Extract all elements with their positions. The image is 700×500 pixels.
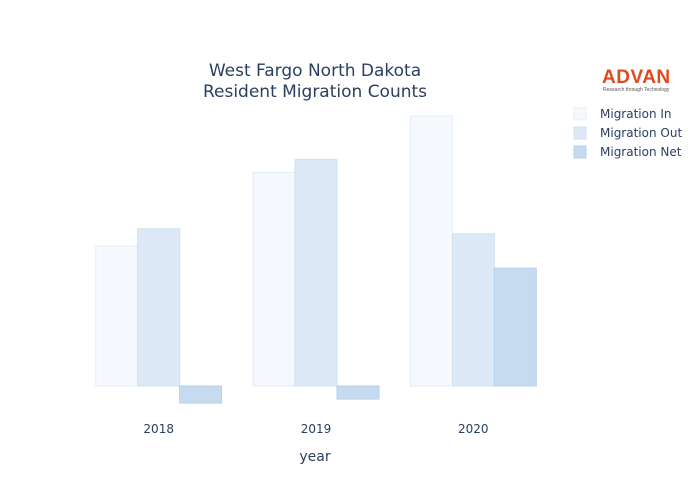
legend-label-migration-net[interactable]: Migration Net (600, 145, 682, 159)
bar-migration-in-2020[interactable] (409, 115, 453, 387)
chart-title: West Fargo North Dakota Resident Migrati… (203, 61, 427, 102)
chart-title-line-2: Resident Migration Counts (203, 82, 427, 102)
bar-migration-in-2019[interactable] (252, 171, 296, 387)
legend-swatch-migration-in[interactable] (573, 107, 587, 121)
logo-wordmark: ADVAN (602, 67, 671, 88)
advan-logo: ADVAN Research through Technology (602, 67, 671, 93)
x-tick-label: 2018 (143, 422, 174, 436)
legend-swatch-migration-out[interactable] (573, 126, 587, 140)
legend-label-migration-out[interactable]: Migration Out (600, 126, 682, 140)
x-tick-label: 2019 (301, 422, 332, 436)
x-tick-label: 2020 (458, 422, 489, 436)
legend[interactable]: Migration In Migration Out Migration Net (573, 107, 682, 159)
x-axis-ticks: 2018 2019 2020 (143, 422, 488, 436)
bar-migration-out-2020[interactable] (451, 233, 495, 387)
logo-tagline: Research through Technology (603, 87, 670, 93)
legend-swatch-migration-net[interactable] (573, 145, 587, 159)
bar-migration-net-2020[interactable] (493, 267, 537, 387)
legend-label-migration-in[interactable]: Migration In (600, 107, 672, 121)
bar-migration-in-2018[interactable] (95, 245, 139, 387)
x-axis-title: year (299, 449, 330, 465)
chart-title-line-1: West Fargo North Dakota (209, 61, 421, 81)
bar-migration-out-2019[interactable] (294, 158, 338, 387)
bar-migration-net-2019[interactable] (336, 385, 380, 400)
plot-area (95, 115, 537, 404)
bar-migration-out-2018[interactable] (137, 228, 181, 387)
bar-migration-net-2018[interactable] (179, 385, 223, 404)
